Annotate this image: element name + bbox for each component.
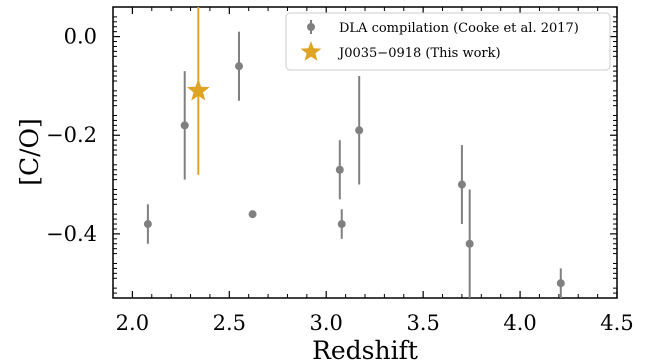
y-axis-label: [C/O]: [15, 118, 44, 186]
legend: DLA compilation (Cooke et al. 2017) J003…: [285, 12, 611, 71]
legend-star-marker: [300, 41, 322, 61]
dla-point: [457, 180, 466, 189]
data-marks: [143, 7, 565, 298]
dla-point: [335, 165, 344, 174]
dla-point: [556, 279, 565, 288]
tick-group: [112, 6, 618, 298]
x-axis-label: Redshift: [312, 336, 418, 364]
x-tick-label: 4.0: [503, 311, 536, 335]
dla-point: [337, 220, 346, 229]
x-tick-label: 2.0: [116, 311, 149, 335]
y-tick-label: −0.4: [46, 222, 97, 246]
legend-box: [285, 12, 611, 71]
x-tick-label: 3.5: [406, 311, 439, 335]
dla-point: [465, 239, 474, 248]
y-tick-label: −0.2: [46, 123, 97, 147]
legend-dla-marker: [307, 20, 315, 34]
legend-label-star: J0035−0918 (This work): [337, 46, 501, 61]
dla-point: [143, 220, 152, 229]
y-tick-labels: 0.0 −0.2 −0.4: [46, 25, 97, 246]
dla-point: [235, 62, 243, 71]
j0035-star-point: [186, 78, 210, 101]
x-tick-label: 2.5: [213, 311, 246, 335]
y-tick-label: 0.0: [64, 25, 97, 49]
dla-point: [355, 126, 364, 135]
legend-label-dla: DLA compilation (Cooke et al. 2017): [339, 21, 579, 36]
dla-point: [248, 210, 257, 219]
x-tick-label: 3.0: [310, 311, 343, 335]
x-tick-label: 4.5: [600, 311, 633, 335]
dla-point: [180, 121, 189, 130]
x-tick-labels: 2.0 2.5 3.0 3.5 4.0 4.5: [116, 311, 634, 335]
